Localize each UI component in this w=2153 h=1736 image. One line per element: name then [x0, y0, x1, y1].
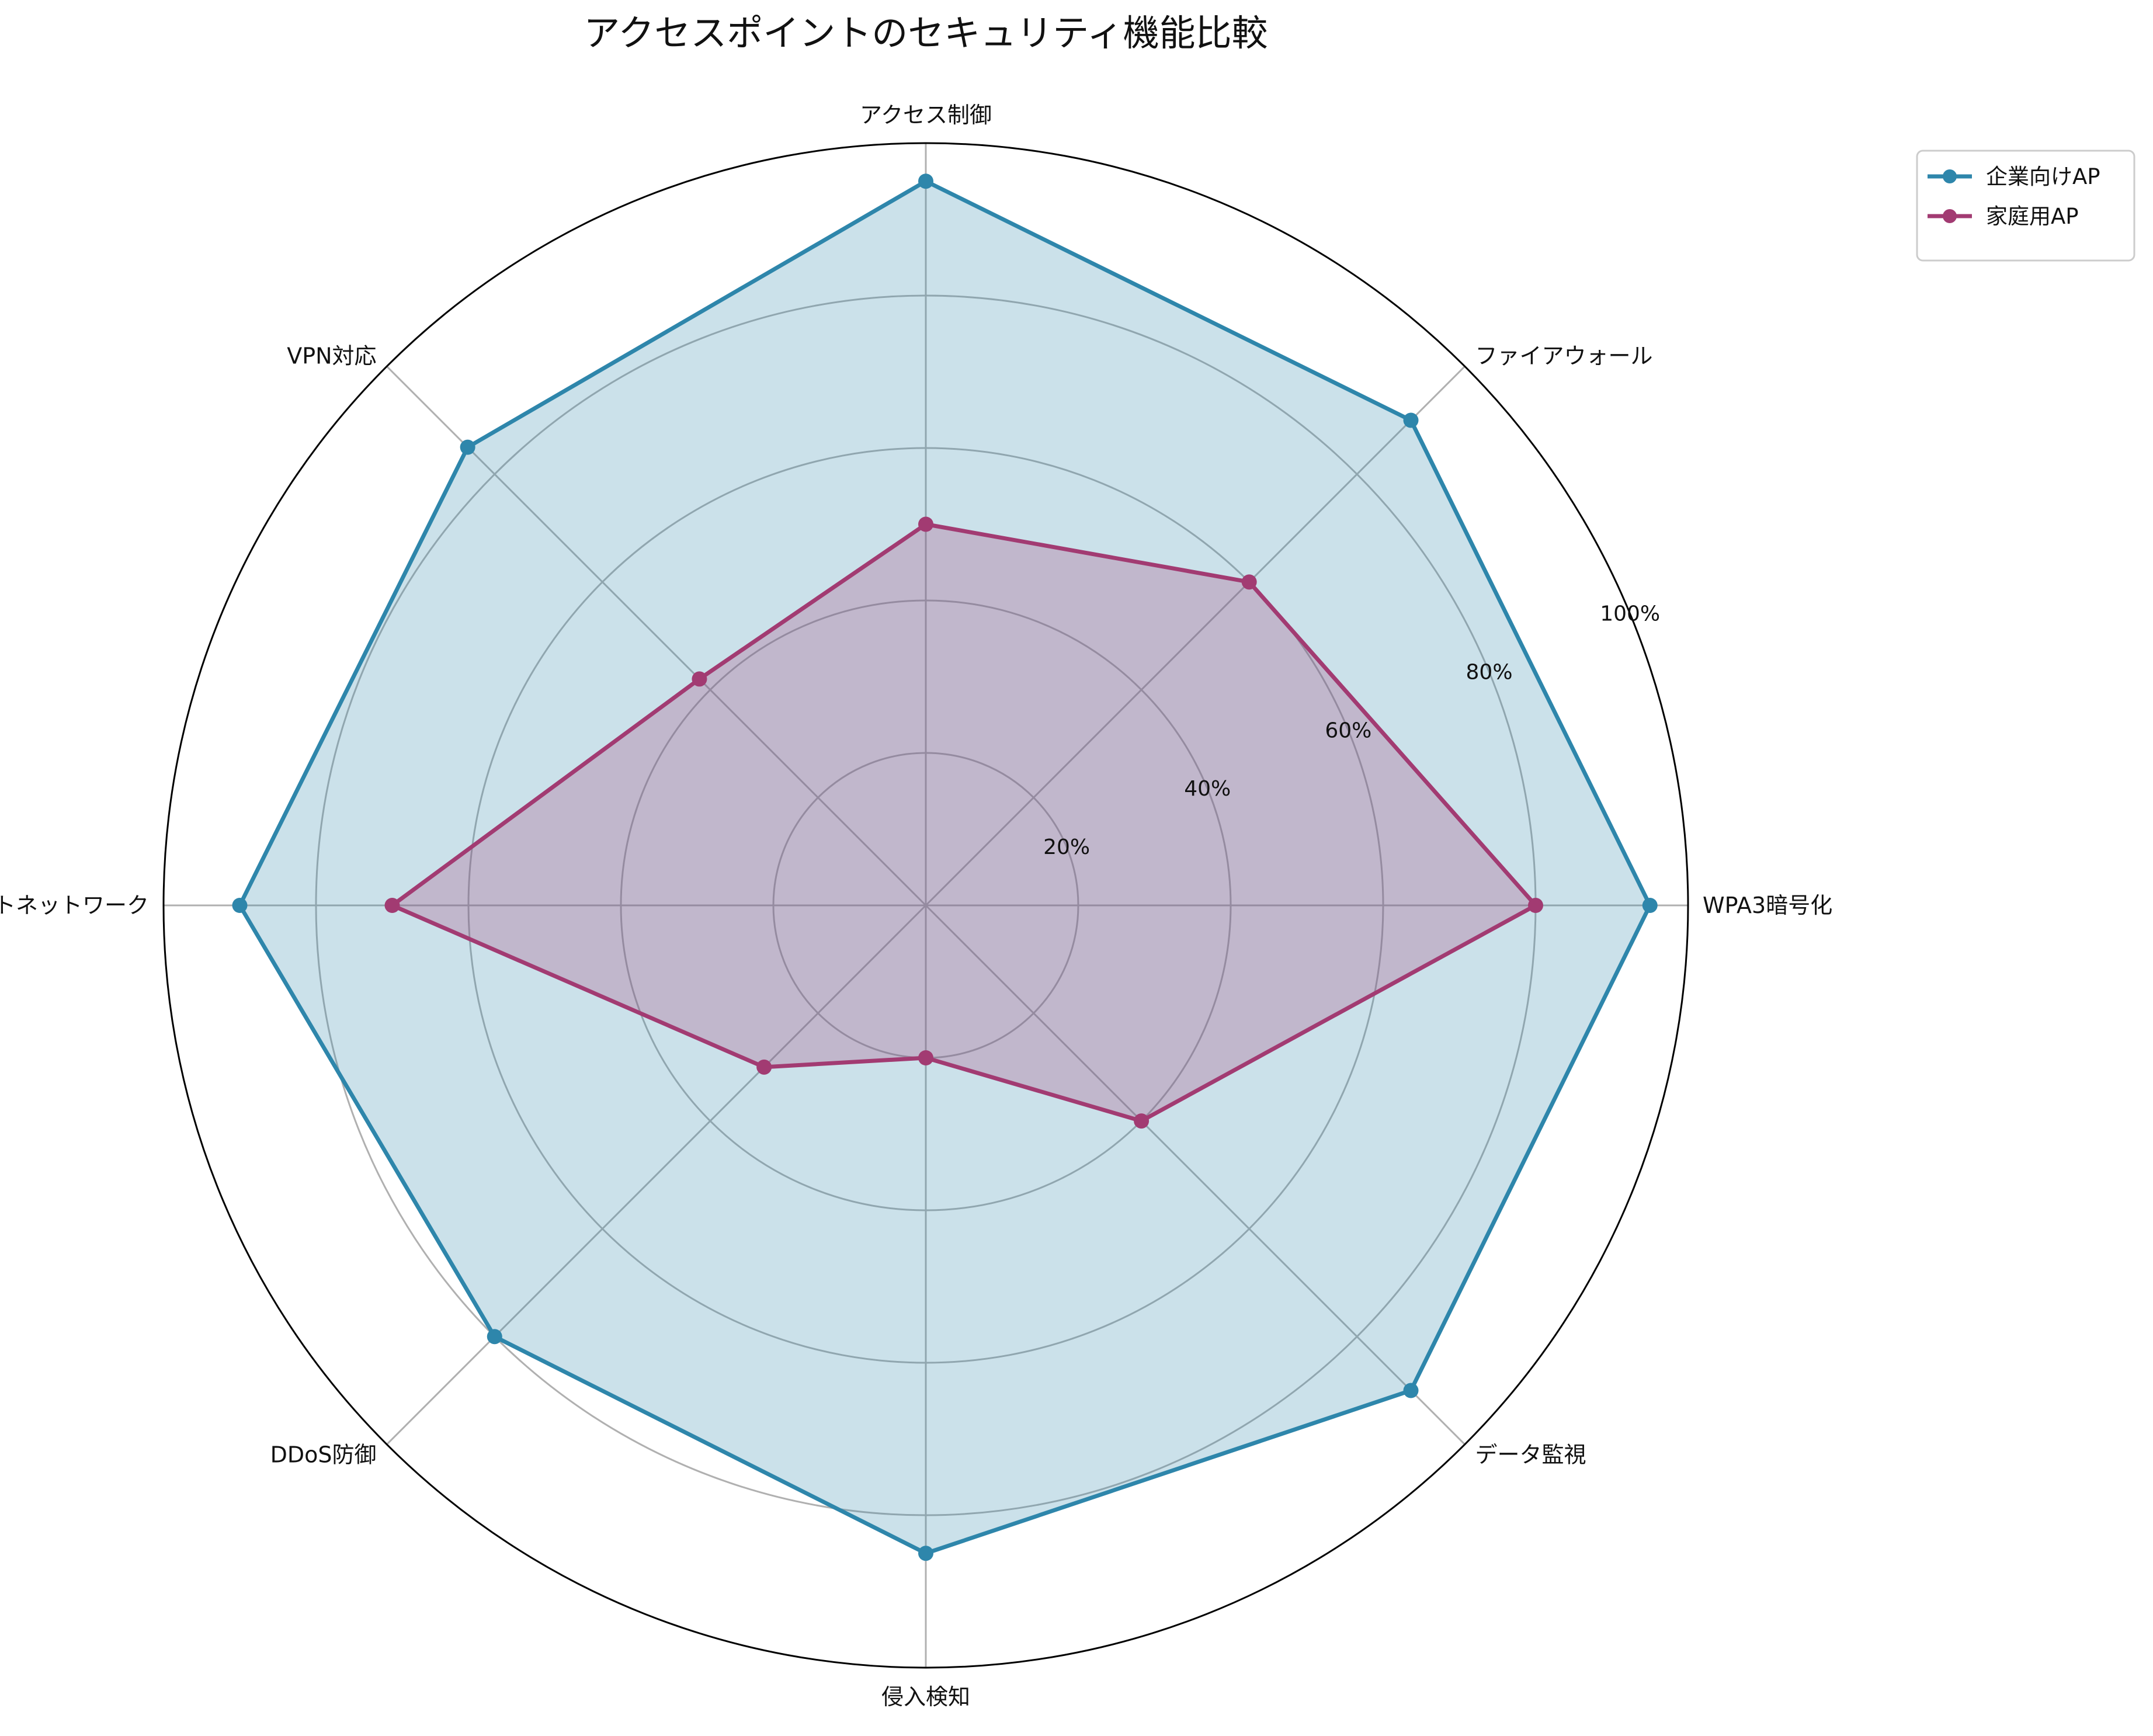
series-2-point-1 [1528, 898, 1543, 913]
series-2-point-3 [918, 516, 933, 532]
grid-spoke-2 [925, 366, 1466, 907]
series-2-point-4 [692, 671, 707, 687]
series-fill-2 [392, 524, 1536, 1122]
series-2-point-5 [384, 898, 400, 913]
series-2-point-7 [918, 1050, 933, 1065]
series-1-point-3 [918, 173, 933, 189]
category-label-5: ゲストネットワーク [0, 893, 149, 918]
radar-series [232, 173, 1658, 1561]
r-tick-label-5: 100% [1600, 602, 1660, 626]
r-tick-label-2: 40% [1184, 777, 1231, 801]
series-1-point-8 [1403, 1383, 1419, 1398]
grid-spoke-6 [386, 904, 927, 1445]
category-label-1: WPA3暗号化 [1703, 893, 1832, 918]
series-fill-1 [239, 181, 1650, 1554]
grid-spoke-8 [925, 904, 1466, 1445]
outer-circle [162, 142, 1689, 1669]
category-label-3: アクセス制御 [860, 102, 992, 128]
r-tick-label-4: 80% [1466, 660, 1513, 684]
category-label-7: 侵入検知 [881, 1684, 970, 1710]
r-tick-label-1: 20% [1043, 835, 1090, 859]
legend-marker-2 [1943, 209, 1957, 223]
category-label-6: DDoS防御 [270, 1442, 377, 1467]
legend-label-1: 企業向けAP [1986, 164, 2100, 189]
series-1-point-4 [460, 439, 475, 455]
series-2-point-6 [756, 1059, 772, 1075]
legend-marker-1 [1943, 169, 1957, 183]
category-label-8: データ監視 [1475, 1442, 1586, 1467]
radar-labels: WPA3暗号化 ファイアウォール アクセス制御 VPN対応ゲストネットワーク DDoS防… [0, 102, 1832, 1710]
category-label-2: ファイアウォール [1475, 343, 1652, 369]
series-2-point-8 [1134, 1113, 1150, 1129]
series-1-point-6 [487, 1329, 502, 1345]
series-1-point-1 [1642, 898, 1658, 913]
series-2-point-2 [1241, 574, 1257, 590]
grid-spoke-4 [386, 366, 927, 907]
category-label-4: VPN対応 [287, 343, 376, 369]
legend: 企業向けAP 家庭用AP [1916, 150, 2135, 262]
series-1-point-7 [918, 1546, 933, 1561]
series-1-point-2 [1403, 412, 1419, 428]
chart-title: アクセスポイントのセキュリティ機能比較 [584, 12, 1268, 54]
r-tick-label-3: 60% [1325, 718, 1371, 742]
series-1-point-5 [232, 898, 248, 913]
legend-label-2: 家庭用AP [1986, 204, 2079, 229]
